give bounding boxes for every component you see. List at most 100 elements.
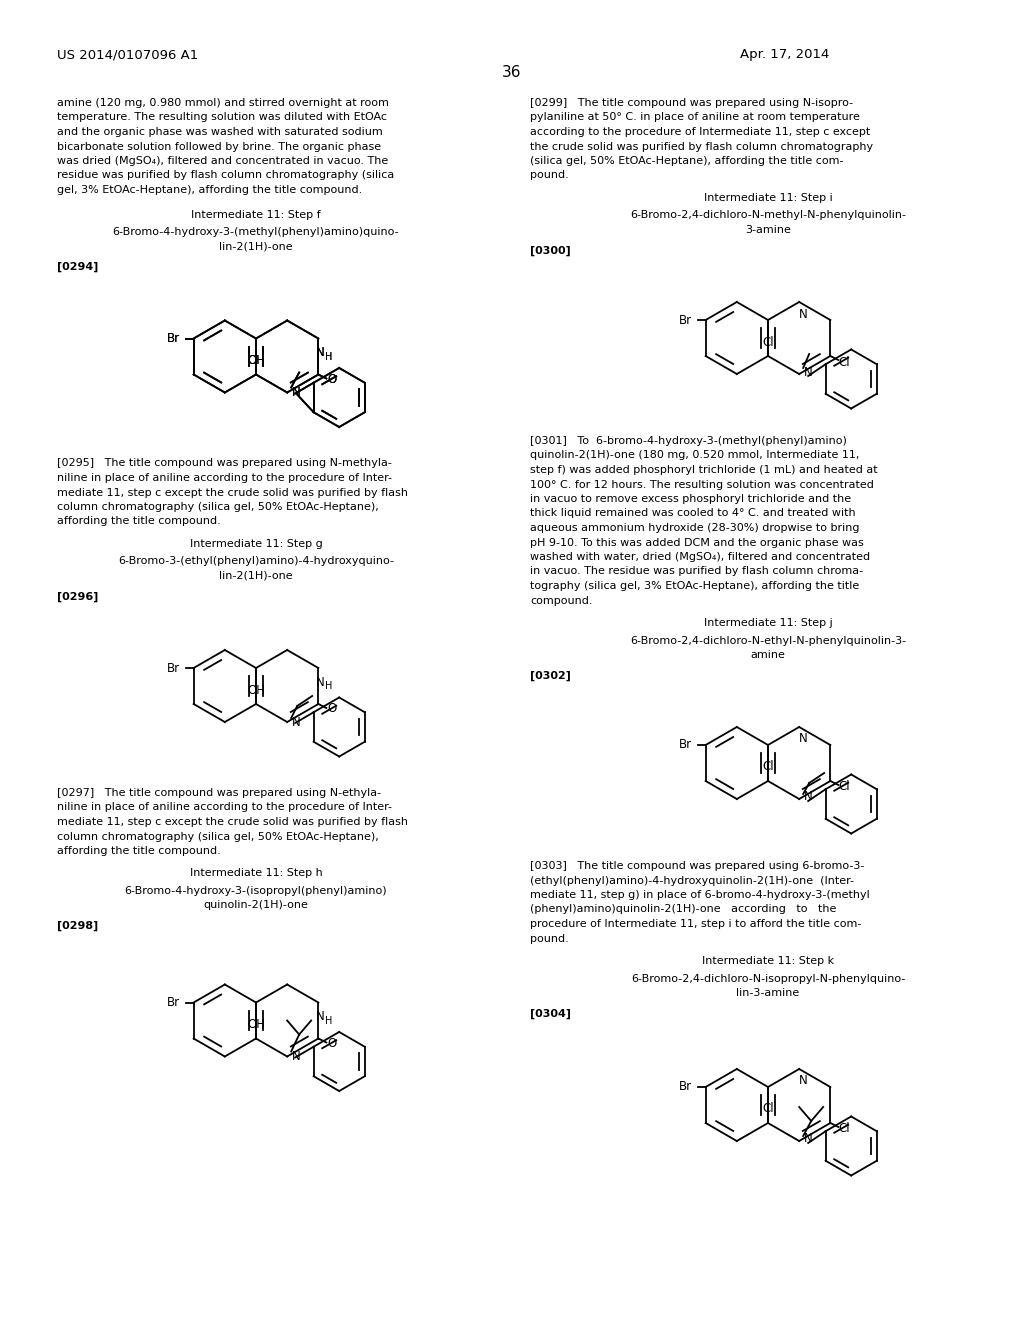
Text: 6-Bromo-4-hydroxy-3-(methyl(phenyl)amino)quino-: 6-Bromo-4-hydroxy-3-(methyl(phenyl)amino… xyxy=(113,227,399,238)
Text: aqueous ammonium hydroxide (28-30%) dropwise to bring: aqueous ammonium hydroxide (28-30%) drop… xyxy=(530,523,859,533)
Text: N: N xyxy=(799,1074,808,1088)
Text: was dried (MgSO₄), filtered and concentrated in vacuo. The: was dried (MgSO₄), filtered and concentr… xyxy=(57,156,388,166)
Text: [0294]: [0294] xyxy=(57,261,98,272)
Text: O: O xyxy=(328,374,337,385)
Text: N: N xyxy=(292,715,301,729)
Text: column chromatography (silica gel, 50% EtOAc-Heptane),: column chromatography (silica gel, 50% E… xyxy=(57,832,379,842)
Text: quinolin-2(1H)-one: quinolin-2(1H)-one xyxy=(204,900,308,911)
Text: N: N xyxy=(292,1049,301,1063)
Text: N: N xyxy=(804,1133,813,1146)
Text: Cl: Cl xyxy=(762,335,774,348)
Text: [0295]   The title compound was prepared using N-methyla-: [0295] The title compound was prepared u… xyxy=(57,458,392,469)
Text: N: N xyxy=(316,346,325,359)
Text: gel, 3% EtOAc-Heptane), affording the title compound.: gel, 3% EtOAc-Heptane), affording the ti… xyxy=(57,185,362,195)
Text: pH 9-10. To this was added DCM and the organic phase was: pH 9-10. To this was added DCM and the o… xyxy=(530,537,864,548)
Text: [0302]: [0302] xyxy=(530,671,570,681)
Text: H: H xyxy=(325,681,332,690)
Text: 6-Bromo-2,4-dichloro-N-isopropyl-N-phenylquino-: 6-Bromo-2,4-dichloro-N-isopropyl-N-pheny… xyxy=(631,974,905,983)
Text: O: O xyxy=(328,374,337,385)
Text: 6-Bromo-2,4-dichloro-N-methyl-N-phenylquinolin-: 6-Bromo-2,4-dichloro-N-methyl-N-phenylqu… xyxy=(630,210,906,220)
Text: OH: OH xyxy=(247,684,265,697)
Text: Apr. 17, 2014: Apr. 17, 2014 xyxy=(740,48,829,61)
Text: (silica gel, 50% EtOAc-Heptane), affording the title com-: (silica gel, 50% EtOAc-Heptane), affordi… xyxy=(530,156,844,166)
Text: Intermediate 11: Step f: Intermediate 11: Step f xyxy=(191,210,321,219)
Text: amine (120 mg, 0.980 mmol) and stirred overnight at room: amine (120 mg, 0.980 mmol) and stirred o… xyxy=(57,98,389,108)
Text: according to the procedure of Intermediate 11, step c except: according to the procedure of Intermedia… xyxy=(530,127,870,137)
Text: N: N xyxy=(799,308,808,321)
Text: Cl: Cl xyxy=(839,780,850,793)
Text: Intermediate 11: Step j: Intermediate 11: Step j xyxy=(703,618,833,628)
Text: [0304]: [0304] xyxy=(530,1008,571,1019)
Text: Intermediate 11: Step g: Intermediate 11: Step g xyxy=(189,539,323,549)
Text: [0301]   To  6-bromo-4-hydroxy-3-(methyl(phenyl)amino): [0301] To 6-bromo-4-hydroxy-3-(methyl(ph… xyxy=(530,436,847,446)
Text: 6-Bromo-3-(ethyl(phenyl)amino)-4-hydroxyquino-: 6-Bromo-3-(ethyl(phenyl)amino)-4-hydroxy… xyxy=(118,557,394,566)
Text: H: H xyxy=(325,351,332,362)
Text: mediate 11, step c except the crude solid was purified by flash: mediate 11, step c except the crude soli… xyxy=(57,487,408,498)
Text: N: N xyxy=(799,733,808,746)
Text: N: N xyxy=(316,346,325,359)
Text: in vacuo. The residue was purified by flash column chroma-: in vacuo. The residue was purified by fl… xyxy=(530,566,863,577)
Text: Intermediate 11: Step i: Intermediate 11: Step i xyxy=(703,193,833,203)
Text: compound.: compound. xyxy=(530,595,593,606)
Text: N: N xyxy=(804,366,813,379)
Text: OH: OH xyxy=(247,354,265,367)
Text: 6-Bromo-2,4-dichloro-N-ethyl-N-phenylquinolin-3-: 6-Bromo-2,4-dichloro-N-ethyl-N-phenylqui… xyxy=(630,635,906,645)
Text: OH: OH xyxy=(247,354,265,367)
Text: (phenyl)amino)quinolin-2(1H)-one   according   to   the: (phenyl)amino)quinolin-2(1H)-one accordi… xyxy=(530,904,837,915)
Text: lin-3-amine: lin-3-amine xyxy=(736,987,800,998)
Text: Br: Br xyxy=(167,997,179,1008)
Text: H: H xyxy=(325,351,332,362)
Text: the crude solid was purified by flash column chromatography: the crude solid was purified by flash co… xyxy=(530,141,873,152)
Text: mediate 11, step c except the crude solid was purified by flash: mediate 11, step c except the crude soli… xyxy=(57,817,408,828)
Text: Cl: Cl xyxy=(762,760,774,774)
Text: US 2014/0107096 A1: US 2014/0107096 A1 xyxy=(57,48,199,61)
Text: [0296]: [0296] xyxy=(57,591,98,602)
Text: OH: OH xyxy=(247,1018,265,1031)
Text: Cl: Cl xyxy=(839,355,850,368)
Text: Br: Br xyxy=(679,314,691,326)
Text: column chromatography (silica gel, 50% EtOAc-Heptane),: column chromatography (silica gel, 50% E… xyxy=(57,502,379,512)
Text: Br: Br xyxy=(679,738,691,751)
Text: Intermediate 11: Step h: Intermediate 11: Step h xyxy=(189,869,323,879)
Text: pound.: pound. xyxy=(530,933,568,944)
Text: [0303]   The title compound was prepared using 6-bromo-3-: [0303] The title compound was prepared u… xyxy=(530,861,864,871)
Text: temperature. The resulting solution was diluted with EtOAc: temperature. The resulting solution was … xyxy=(57,112,387,123)
Text: Br: Br xyxy=(167,333,179,345)
Text: step f) was added phosphoryl trichloride (1 mL) and heated at: step f) was added phosphoryl trichloride… xyxy=(530,465,878,475)
Text: in vacuo to remove excess phosphoryl trichloride and the: in vacuo to remove excess phosphoryl tri… xyxy=(530,494,851,504)
Text: and the organic phase was washed with saturated sodium: and the organic phase was washed with sa… xyxy=(57,127,383,137)
Text: [0300]: [0300] xyxy=(530,246,570,256)
Text: O: O xyxy=(328,1038,337,1049)
Text: Cl: Cl xyxy=(762,1102,774,1115)
Text: affording the title compound.: affording the title compound. xyxy=(57,516,221,527)
Text: quinolin-2(1H)-one (180 mg, 0.520 mmol, Intermediate 11,: quinolin-2(1H)-one (180 mg, 0.520 mmol, … xyxy=(530,450,859,461)
Text: [0297]   The title compound was prepared using N-ethyla-: [0297] The title compound was prepared u… xyxy=(57,788,381,799)
Text: N: N xyxy=(316,1010,325,1023)
Text: affording the title compound.: affording the title compound. xyxy=(57,846,221,855)
Text: 6-Bromo-4-hydroxy-3-(isopropyl(phenyl)amino): 6-Bromo-4-hydroxy-3-(isopropyl(phenyl)am… xyxy=(125,886,387,896)
Text: N: N xyxy=(316,676,325,689)
Text: niline in place of aniline according to the procedure of Inter-: niline in place of aniline according to … xyxy=(57,803,392,813)
Text: tography (silica gel, 3% EtOAc-Heptane), affording the title: tography (silica gel, 3% EtOAc-Heptane),… xyxy=(530,581,859,591)
Text: mediate 11, step g) in place of 6-bromo-4-hydroxy-3-(methyl: mediate 11, step g) in place of 6-bromo-… xyxy=(530,890,869,900)
Text: lin-2(1H)-one: lin-2(1H)-one xyxy=(219,572,293,581)
Text: niline in place of aniline according to the procedure of Inter-: niline in place of aniline according to … xyxy=(57,473,392,483)
Text: thick liquid remained was cooled to 4° C. and treated with: thick liquid remained was cooled to 4° C… xyxy=(530,508,856,519)
Text: Br: Br xyxy=(167,661,179,675)
Text: pound.: pound. xyxy=(530,170,568,181)
Text: residue was purified by flash column chromatography (silica: residue was purified by flash column chr… xyxy=(57,170,394,181)
Text: lin-2(1H)-one: lin-2(1H)-one xyxy=(219,242,293,252)
Text: amine: amine xyxy=(751,649,785,660)
Text: 36: 36 xyxy=(502,65,522,81)
Text: Br: Br xyxy=(679,1081,691,1093)
Text: Br: Br xyxy=(167,333,179,345)
Text: N: N xyxy=(292,385,301,399)
Text: N: N xyxy=(292,385,301,399)
Text: 3-amine: 3-amine xyxy=(745,224,791,235)
Text: O: O xyxy=(328,702,337,715)
Text: H: H xyxy=(325,1015,332,1026)
Text: pylaniline at 50° C. in place of aniline at room temperature: pylaniline at 50° C. in place of aniline… xyxy=(530,112,860,123)
Text: [0299]   The title compound was prepared using N-isopro-: [0299] The title compound was prepared u… xyxy=(530,98,853,108)
Text: [0298]: [0298] xyxy=(57,921,98,932)
Text: N: N xyxy=(804,791,813,804)
